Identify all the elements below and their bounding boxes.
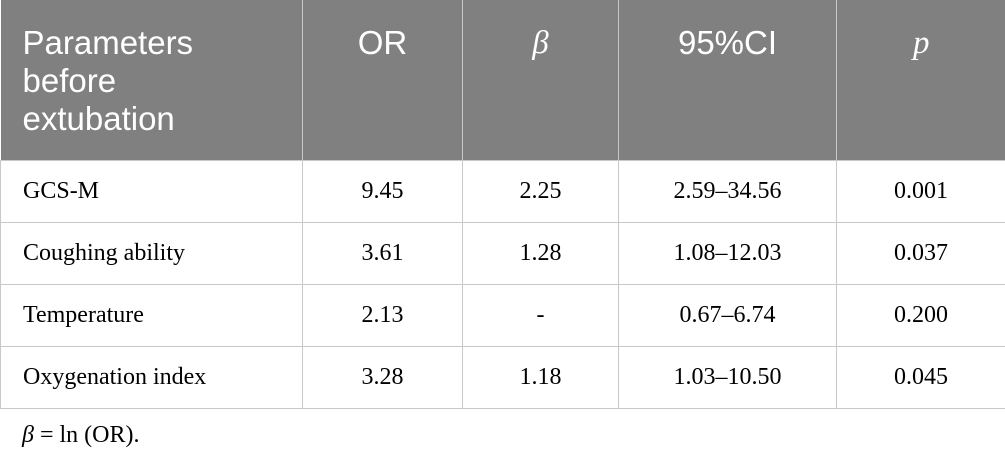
table-row: GCS-M 9.45 2.25 2.59–34.56 0.001 xyxy=(0,159,1005,223)
header-text: p xyxy=(913,25,930,61)
table-cell: GCS-M xyxy=(0,159,303,223)
table-row: Oxygenation index 3.28 1.18 1.03–10.50 0.045 xyxy=(0,345,1005,409)
table-cell: Oxygenation index xyxy=(0,345,303,409)
table-row: Coughing ability 3.61 1.28 1.08–12.03 0.037 xyxy=(0,221,1005,285)
table-header: Parameters before extubation OR β 95%CI p xyxy=(0,0,1005,160)
table-cell: 0.037 xyxy=(836,221,1005,285)
header-text: OR xyxy=(357,24,408,61)
results-table: Parameters before extubation OR β 95%CI p GC… xyxy=(0,0,1005,409)
table-cell: 0.045 xyxy=(836,345,1005,409)
header-cell: OR xyxy=(302,0,463,160)
table-cell: 2.13 xyxy=(302,283,463,347)
table-cell: - xyxy=(462,283,619,347)
table-cell: 2.25 xyxy=(462,159,619,223)
header-text: Parameters before extubation xyxy=(22,24,194,137)
table-cell: 0.200 xyxy=(836,283,1005,347)
table-body: GCS-M 9.45 2.25 2.59–34.56 0.001 Coughing abi… xyxy=(0,159,1005,409)
footnote-symbol: β xyxy=(22,422,34,448)
table-cell: 1.28 xyxy=(462,221,619,285)
table-cell: 9.45 xyxy=(302,159,463,223)
header-cell: Parameters before extubation xyxy=(0,0,303,160)
table-cell: 0.67–6.74 xyxy=(618,283,837,347)
table-cell: 1.08–12.03 xyxy=(618,221,837,285)
header-text: 95%CI xyxy=(677,24,778,61)
table-cell: 1.03–10.50 xyxy=(618,345,837,409)
footnote: β = ln (OR). xyxy=(22,422,139,449)
header-cell: p xyxy=(836,0,1005,160)
table-cell: 1.18 xyxy=(462,345,619,409)
table-cell: 3.61 xyxy=(302,221,463,285)
table-cell: 0.001 xyxy=(836,159,1005,223)
table-row: Temperature 2.13-0.67–6.74 0.200 xyxy=(0,283,1005,347)
header-cell: 95%CI xyxy=(618,0,837,160)
table-cell: 3.28 xyxy=(302,345,463,409)
header-text: β xyxy=(532,25,549,61)
header-row: Parameters before extubation OR β 95%CI p xyxy=(0,0,1005,160)
table-cell: 2.59–34.56 xyxy=(618,159,837,223)
header-cell: β xyxy=(462,0,619,160)
table-cell: Coughing ability xyxy=(0,221,303,285)
table-cell: Temperature xyxy=(0,283,303,347)
footnote-text: = ln (OR). xyxy=(33,422,140,448)
